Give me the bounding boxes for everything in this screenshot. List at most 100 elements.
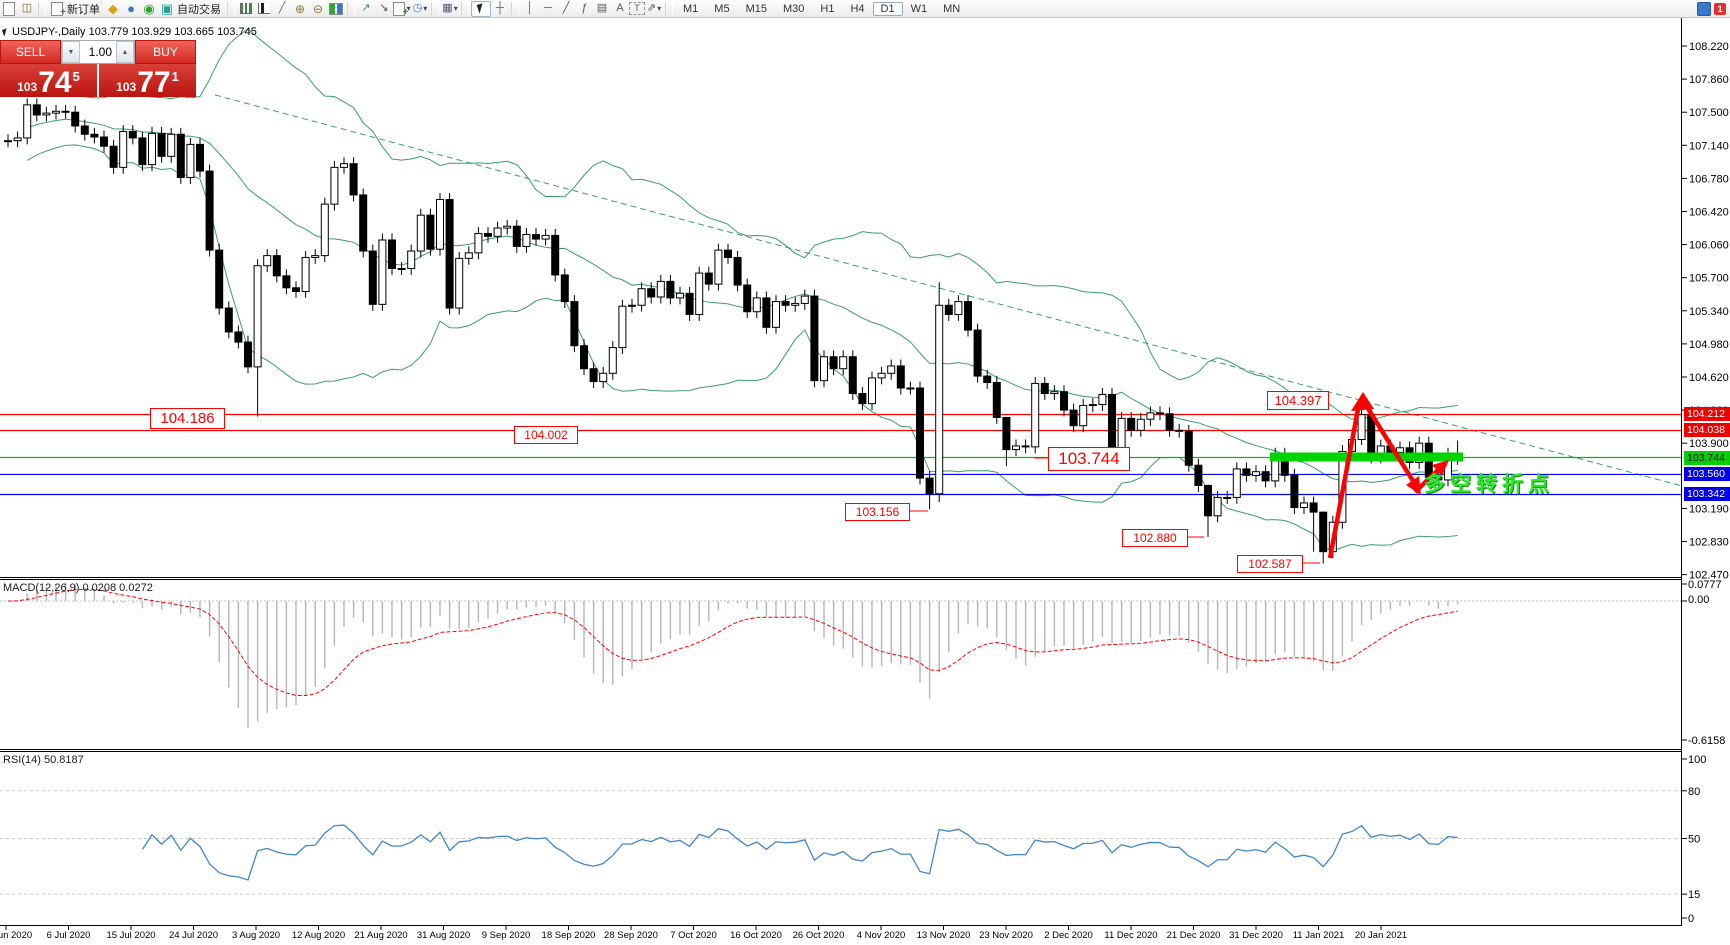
timeframe-H4[interactable]: H4 — [850, 2, 865, 15]
date-label[interactable]: 6 Jul 2020 — [47, 930, 91, 941]
new-order-icon[interactable]: + — [48, 1, 66, 17]
date-label[interactable]: 31 Aug 2020 — [417, 930, 470, 941]
text-icon[interactable]: A — [616, 2, 624, 14]
date-label[interactable]: 31 Dec 2020 — [1229, 930, 1283, 941]
date-label[interactable]: 26 Oct 2020 — [793, 930, 845, 941]
cursor-icon[interactable] — [471, 0, 491, 17]
price-callout[interactable]: 104.002 — [514, 426, 578, 444]
candle-body — [954, 301, 963, 315]
price-callout[interactable]: 102.587 — [1237, 555, 1303, 573]
trend-arrow-line[interactable] — [1362, 400, 1415, 483]
candle-body — [176, 133, 185, 178]
date-label[interactable]: 3 Aug 2020 — [232, 930, 280, 941]
trend-arrow-line[interactable] — [1327, 403, 1362, 559]
zoom-in-icon[interactable]: ⊕ — [294, 1, 306, 16]
volume-down-icon[interactable]: ▼ — [62, 41, 80, 63]
buy-button[interactable]: BUY — [135, 40, 196, 64]
channel-icon[interactable]: ▤ — [596, 2, 608, 14]
buy-price-display[interactable]: 103 77 1 — [99, 64, 196, 98]
zoom-out-icon[interactable]: ⊖ — [312, 1, 324, 16]
candle-body — [13, 137, 22, 142]
trend-arrowhead — [1406, 476, 1421, 495]
timeframe-H1[interactable]: H1 — [820, 2, 835, 15]
indicator-list-icon[interactable]: ↘ — [379, 2, 389, 14]
price-callout[interactable]: 103.156 — [845, 503, 910, 521]
price-tick-label: 103.900 — [1689, 438, 1729, 450]
date-label[interactable]: 21 Aug 2020 — [354, 930, 407, 941]
price-tick-label: 104.620 — [1689, 372, 1729, 384]
volume-value[interactable]: 1.00 — [88, 45, 112, 59]
fibonacci-icon[interactable]: ƒ — [580, 2, 588, 14]
timeframe-M5[interactable]: M5 — [714, 2, 730, 15]
candle-body — [848, 356, 857, 395]
candle-body — [944, 304, 953, 315]
date-label[interactable]: 23 Nov 2020 — [979, 930, 1033, 941]
text-label-icon[interactable]: T — [629, 2, 645, 15]
date-label[interactable]: 13 Nov 2020 — [917, 930, 971, 941]
signals-icon[interactable]: ◉ — [143, 1, 155, 16]
date-label[interactable]: 15 Jul 2020 — [106, 930, 155, 941]
profiles-icon[interactable]: ◫ — [21, 2, 33, 14]
highlight-zone-bar[interactable] — [1270, 452, 1463, 462]
date-label[interactable]: 11 Dec 2020 — [1104, 930, 1157, 941]
date-label[interactable]: 20 Jan 2021 — [1355, 930, 1407, 941]
date-label[interactable]: 12 Aug 2020 — [292, 930, 345, 941]
timeframe-D1[interactable]: D1 — [872, 1, 903, 16]
trendline-icon[interactable]: ╱ — [562, 2, 570, 14]
add-indicator-icon[interactable]: + ▾ — [393, 1, 411, 17]
timeframe-W1[interactable]: W1 — [910, 2, 928, 15]
notification-badge[interactable]: 1 — [1714, 2, 1726, 15]
autotrading-icon[interactable]: ▣ — [160, 1, 174, 16]
date-label[interactable]: 7 Oct 2020 — [670, 930, 716, 941]
candle-body — [1204, 484, 1212, 517]
bar-chart-mode-icon[interactable] — [237, 2, 255, 16]
date-label[interactable]: 28 Sep 2020 — [604, 930, 658, 941]
date-label[interactable]: 4 Nov 2020 — [857, 930, 906, 941]
price-callout[interactable]: 102.880 — [1122, 529, 1188, 547]
timeframe-MN[interactable]: MN — [943, 2, 961, 15]
new-chart-icon[interactable] — [0, 1, 18, 16]
autotrading-button[interactable]: 自动交易 — [177, 3, 221, 16]
sell-price-display[interactable]: 103 74 5 — [0, 64, 97, 98]
price-callout[interactable]: 104.186 — [150, 408, 225, 429]
timeframe-M30[interactable]: M30 — [782, 2, 805, 15]
turning-point-annotation[interactable]: 多空转折点 — [1424, 473, 1554, 496]
templates-icon[interactable]: ▦ ▾ — [442, 2, 458, 14]
indicators-icon[interactable]: ↗ — [361, 2, 371, 14]
candle-body — [532, 233, 540, 240]
candle-body — [695, 272, 704, 315]
rsi-line — [141, 824, 1458, 881]
date-label[interactable]: 24 Jul 2020 — [169, 930, 218, 941]
chart-shift-icon[interactable] — [1697, 1, 1711, 16]
volume-stepper[interactable]: ▼ 1.00 ▲ — [61, 40, 135, 64]
candlestick-mode-icon[interactable] — [255, 2, 273, 16]
date-label[interactable]: 2 Dec 2020 — [1044, 930, 1093, 941]
date-label[interactable]: 21 Dec 2020 — [1167, 930, 1221, 941]
date-label[interactable]: 18 Sep 2020 — [542, 930, 596, 941]
favorites-icon[interactable]: ◆ — [108, 1, 118, 16]
price-tick-label: 104.980 — [1689, 339, 1729, 351]
arrows-shapes-icon[interactable]: ⇗ ▾ — [646, 2, 662, 14]
candle-body — [724, 249, 732, 258]
line-chart-mode-icon[interactable]: ╱ — [278, 2, 286, 14]
crosshair-icon[interactable]: ┼ — [496, 2, 504, 14]
tile-windows-icon[interactable] — [327, 2, 345, 16]
market-icon[interactable]: ● — [127, 1, 135, 16]
date-label[interactable]: 16 Oct 2020 — [730, 930, 782, 941]
date-label[interactable]: 11 Jan 2021 — [1293, 930, 1345, 941]
date-label[interactable]: 9 Sep 2020 — [482, 930, 531, 941]
price-callout[interactable]: 104.397 — [1267, 391, 1329, 410]
descending-trendline[interactable] — [214, 94, 1682, 487]
new-order-button[interactable]: 新订单 — [67, 3, 100, 16]
price-callout[interactable]: 103.744 — [1048, 447, 1130, 471]
date-label[interactable]: 25 Jun 2020 — [0, 930, 32, 941]
horizontal-line-icon[interactable]: ─ — [544, 2, 552, 14]
timeframe-M1[interactable]: M1 — [683, 2, 699, 15]
periods-clock-icon[interactable]: ◷ ▾ — [412, 2, 428, 14]
sell-button[interactable]: SELL — [0, 40, 61, 64]
vertical-line-icon[interactable]: │ — [526, 2, 534, 14]
candle-body — [1069, 409, 1078, 427]
timeframe-M15[interactable]: M15 — [745, 2, 767, 15]
volume-up-icon[interactable]: ▲ — [116, 41, 134, 63]
